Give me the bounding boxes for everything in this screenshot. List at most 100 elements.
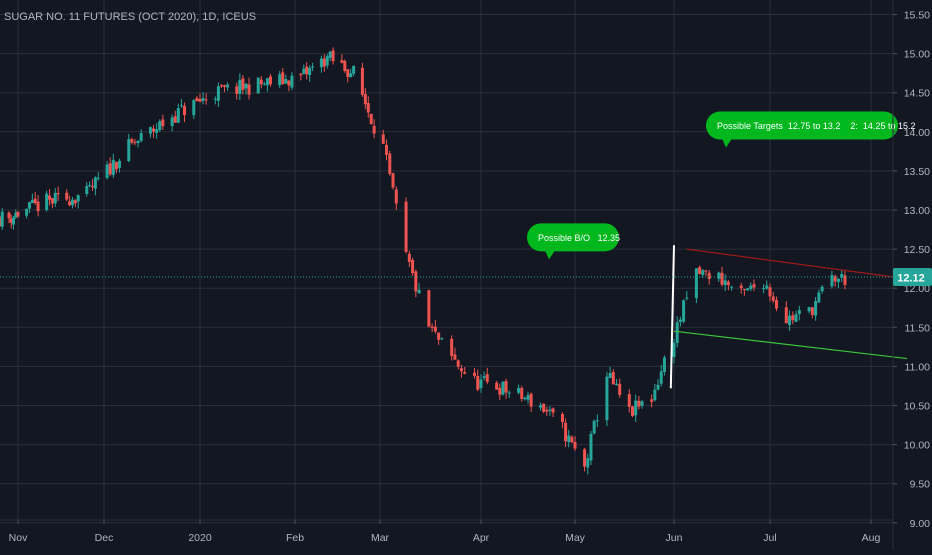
candle[interactable] xyxy=(560,412,564,429)
candle[interactable] xyxy=(198,93,202,103)
candle[interactable] xyxy=(630,405,634,418)
candle[interactable] xyxy=(539,402,543,411)
candle[interactable] xyxy=(650,394,654,408)
candle[interactable] xyxy=(183,102,187,123)
resistance-trend-line[interactable] xyxy=(686,248,908,280)
candle[interactable] xyxy=(259,76,263,89)
candle[interactable] xyxy=(742,288,746,296)
candle[interactable] xyxy=(265,77,269,92)
candle[interactable] xyxy=(53,188,57,207)
candle[interactable] xyxy=(117,158,121,173)
candle[interactable] xyxy=(173,110,177,123)
candle[interactable] xyxy=(148,126,152,138)
candle[interactable] xyxy=(287,79,291,92)
candle[interactable] xyxy=(618,378,622,398)
candle[interactable] xyxy=(433,319,437,334)
candle[interactable] xyxy=(520,385,524,402)
candle[interactable] xyxy=(417,283,421,294)
candle[interactable] xyxy=(807,306,811,314)
candle[interactable] xyxy=(791,311,795,325)
candle[interactable] xyxy=(640,399,644,409)
candle[interactable] xyxy=(216,82,220,107)
candle[interactable] xyxy=(346,68,350,83)
candle[interactable] xyxy=(707,270,711,285)
candle[interactable] xyxy=(241,75,245,95)
candle[interactable] xyxy=(262,81,266,86)
candle[interactable] xyxy=(70,197,74,209)
candle[interactable] xyxy=(108,157,112,177)
candle[interactable] xyxy=(730,285,734,291)
candle[interactable] xyxy=(381,129,385,144)
candle[interactable] xyxy=(615,378,619,386)
candle[interactable] xyxy=(65,189,69,202)
candle[interactable] xyxy=(450,335,454,361)
candle[interactable] xyxy=(91,179,95,192)
candle[interactable] xyxy=(833,274,837,287)
candle[interactable] xyxy=(775,296,779,312)
candle[interactable] xyxy=(96,171,100,181)
candle[interactable] xyxy=(517,384,521,395)
candle[interactable] xyxy=(605,371,609,427)
candle[interactable] xyxy=(414,269,418,298)
candle[interactable] xyxy=(752,279,756,292)
candle[interactable] xyxy=(437,332,441,345)
candle[interactable] xyxy=(627,389,631,413)
candle[interactable] xyxy=(746,287,750,291)
candle[interactable] xyxy=(256,77,260,94)
candle[interactable] xyxy=(583,447,587,472)
candle[interactable] xyxy=(161,114,165,130)
candle[interactable] xyxy=(698,265,702,275)
candle[interactable] xyxy=(768,283,772,302)
candle[interactable] xyxy=(299,72,303,81)
candle[interactable] xyxy=(325,53,329,69)
candle[interactable] xyxy=(704,269,708,276)
candle[interactable] xyxy=(363,88,367,109)
candle[interactable] xyxy=(717,271,721,282)
time-axis[interactable]: Nov Dec 2020 Feb Mar Apr May Jun Jul Aug xyxy=(0,519,893,544)
candle[interactable] xyxy=(762,284,766,294)
candle[interactable] xyxy=(278,71,282,89)
candle[interactable] xyxy=(33,192,37,205)
candle[interactable] xyxy=(427,289,431,328)
candle[interactable] xyxy=(836,278,840,288)
candle[interactable] xyxy=(608,366,612,379)
candle[interactable] xyxy=(201,92,205,105)
candle[interactable] xyxy=(463,367,467,375)
candle[interactable] xyxy=(170,114,174,132)
drawing-lines-layer[interactable] xyxy=(669,245,908,389)
candle[interactable] xyxy=(14,209,18,219)
candle[interactable] xyxy=(391,172,395,190)
candle[interactable] xyxy=(36,195,40,217)
candle[interactable] xyxy=(284,74,288,85)
candle[interactable] xyxy=(366,96,370,118)
candle[interactable] xyxy=(302,64,306,75)
candle[interactable] xyxy=(369,113,373,125)
candle[interactable] xyxy=(765,280,769,290)
candle[interactable] xyxy=(548,406,552,416)
candle[interactable] xyxy=(817,289,821,304)
candle[interactable] xyxy=(404,197,408,254)
candle[interactable] xyxy=(319,55,323,73)
candle[interactable] xyxy=(93,176,97,196)
candle[interactable] xyxy=(589,430,593,466)
candle[interactable] xyxy=(542,403,546,414)
candle[interactable] xyxy=(771,291,775,304)
candle[interactable] xyxy=(7,211,11,224)
candle[interactable] xyxy=(523,396,527,401)
support-trend-line[interactable] xyxy=(673,330,908,360)
candle[interactable] xyxy=(192,98,196,120)
candle[interactable] xyxy=(476,369,480,392)
candle[interactable] xyxy=(659,365,663,387)
candle[interactable] xyxy=(573,436,577,451)
candle[interactable] xyxy=(485,367,489,385)
candle[interactable] xyxy=(407,250,411,267)
candle[interactable] xyxy=(219,84,223,88)
candle[interactable] xyxy=(430,323,434,333)
candle[interactable] xyxy=(290,72,294,91)
candle[interactable] xyxy=(678,316,682,327)
candle[interactable] xyxy=(726,280,730,291)
candle[interactable] xyxy=(685,290,689,301)
candle[interactable] xyxy=(592,419,596,435)
candle[interactable] xyxy=(176,103,180,123)
